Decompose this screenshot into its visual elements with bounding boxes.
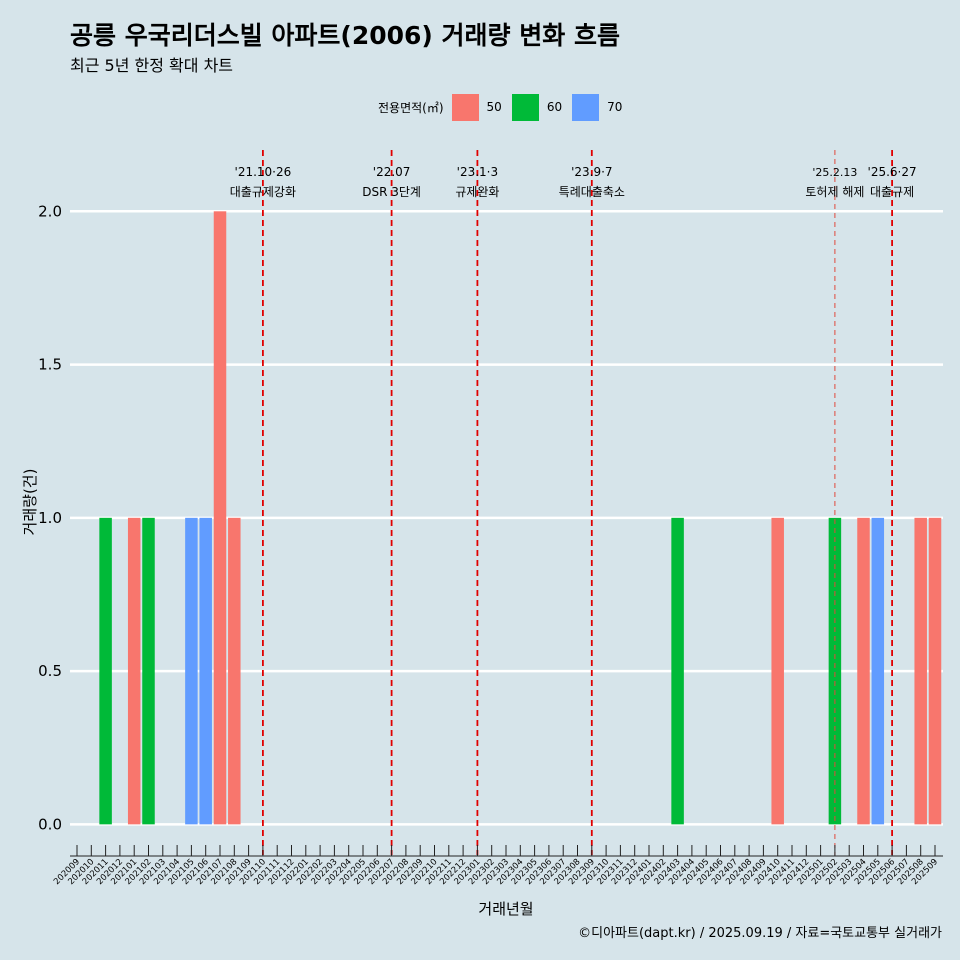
bars [99, 211, 942, 825]
bar-60-202403 [671, 517, 684, 825]
y-tick-label: 2.0 [38, 202, 62, 220]
event-date: '23.9·7 [571, 165, 612, 179]
y-tick-label: 1.0 [38, 509, 62, 527]
y-tick-label: 0.0 [38, 815, 62, 833]
x-axis-label: 거래년월 [478, 900, 533, 918]
bar-70-202505 [871, 517, 885, 825]
chart-subtitle: 최근 5년 한정 확대 차트 [70, 56, 234, 75]
bar-50-202410 [771, 517, 784, 825]
legend-swatch-50 [451, 93, 479, 121]
event-label: 대출규제 [870, 185, 914, 199]
y-axis-label: 거래량(건) [21, 469, 39, 536]
source-caption: ©디아파트(dapt.kr) / 2025.09.19 / 자료=국토교통부 실… [578, 926, 942, 941]
chart-title: 공릉 우국리더스빌 아파트(2006) 거래량 변화 흐름 [70, 21, 620, 50]
legend-swatch-70 [572, 93, 600, 121]
bar-50-202509 [928, 517, 942, 825]
x-axis: 2020092020102020112020122021012021022021… [52, 845, 943, 887]
bar-50-202101 [127, 517, 141, 825]
bar-50-202508 [914, 517, 927, 825]
bar-60-202502 [828, 517, 842, 825]
event-label: 대출규제강화 [230, 185, 296, 199]
event-date: '25.2.13 [812, 166, 857, 179]
event-date: '23.1·3 [457, 165, 498, 179]
event-date: '22.07 [373, 165, 411, 179]
legend: 전용면적(㎡) 50 60 70 [378, 93, 632, 121]
bar-70-202105 [185, 517, 198, 825]
legend-swatch-60 [511, 93, 539, 121]
event-label: 토허제 해제 [805, 185, 864, 199]
y-tick-label: 0.5 [38, 662, 62, 680]
y-axis: 0.0 0.5 1.0 1.5 2.0 [38, 202, 62, 833]
event-date: '25.6·27 [868, 165, 917, 179]
legend-label-50: 50 [486, 100, 502, 114]
legend-label-60: 60 [546, 100, 563, 114]
legend-title: 전용면적(㎡) [378, 100, 444, 115]
bar-70-202106 [199, 517, 212, 825]
bar-60-202102 [142, 517, 155, 825]
y-tick-label: 1.5 [38, 356, 62, 374]
event-label: 특례대출축소 [559, 185, 625, 199]
bar-60-202011 [99, 517, 112, 825]
event-annotations: '21.10·26 대출규제강화 '22.07 DSR 3단계 '23.1·3 규제완화 '… [230, 150, 917, 855]
legend-label-70: 70 [607, 100, 623, 114]
bar-50-202108 [228, 517, 241, 825]
bar-50-202504 [857, 517, 870, 825]
bar-50-202107 [213, 211, 227, 825]
event-label: DSR 3단계 [362, 185, 421, 199]
event-label: 규제완화 [455, 185, 499, 199]
event-date: '21.10·26 [235, 165, 292, 179]
